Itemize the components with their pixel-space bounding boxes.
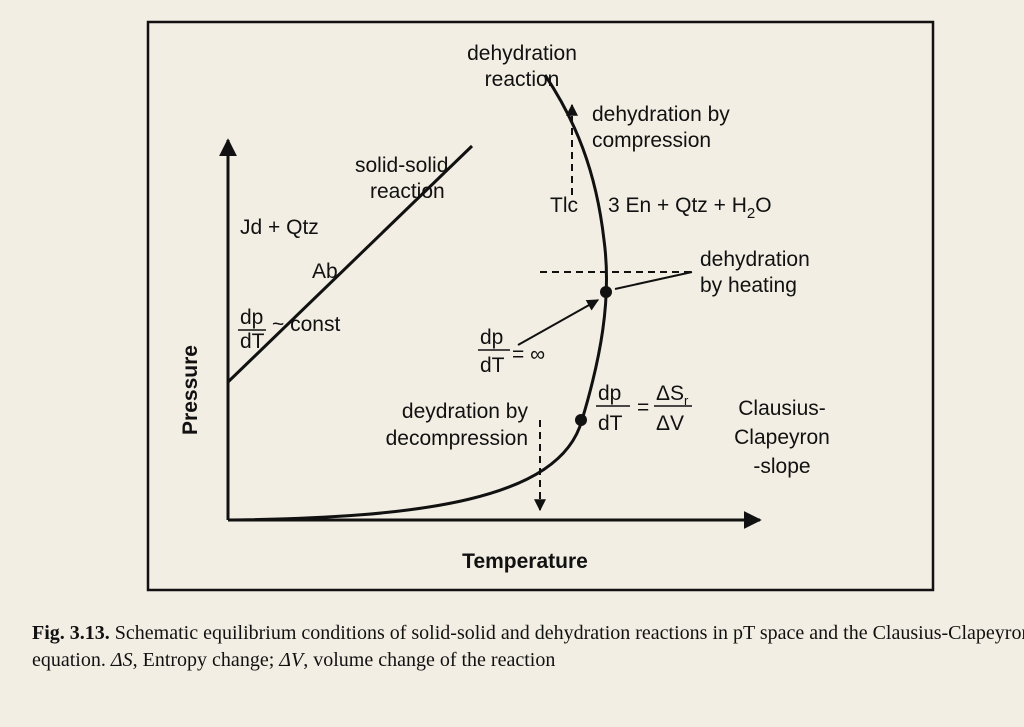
label: deydration by <box>402 400 529 423</box>
label: reaction <box>370 180 445 203</box>
label: 3 En + Qtz + H2O <box>608 194 772 222</box>
label: dehydration by <box>592 103 730 126</box>
label: 2 <box>747 205 755 222</box>
eq: dT <box>240 330 265 353</box>
point <box>575 414 587 426</box>
diagram: dehydration reaction dehydration by comp… <box>146 20 935 592</box>
eq: ΔSr <box>656 382 689 408</box>
label: decompression <box>386 427 528 450</box>
eq: r <box>684 393 689 408</box>
label: reaction <box>485 68 560 91</box>
eq: dp <box>598 382 621 405</box>
caption: Fig. 3.13. Schematic equilibrium conditi… <box>32 620 1024 674</box>
caption-text: , Entropy change; <box>132 649 280 671</box>
label: compression <box>592 129 711 152</box>
solid-solid-line <box>226 144 474 384</box>
caption-label: Fig. 3.13. <box>32 622 110 644</box>
label: dehydration <box>467 42 577 65</box>
infinity-arrow <box>517 299 600 346</box>
label: by heating <box>700 274 797 297</box>
label: -slope <box>753 455 810 478</box>
heating-pointer <box>614 271 693 290</box>
caption-text: , volume change of the reaction <box>303 649 556 671</box>
label: 3 En + Qtz + H <box>608 194 747 217</box>
eq: ~ const <box>272 313 340 336</box>
label: O <box>755 194 771 217</box>
eq: ΔS <box>656 382 684 405</box>
caption-text: Schematic equilibrium conditions of soli… <box>32 622 1024 671</box>
eq: ΔV <box>656 412 684 435</box>
caption-text: ΔS <box>110 649 133 671</box>
eq: = <box>637 396 649 419</box>
caption-text: ΔV <box>279 649 304 671</box>
label: Jd + Qtz <box>240 216 319 239</box>
eq: = ∞ <box>512 343 545 366</box>
dehydration-curve <box>227 74 609 522</box>
y-axis-label: Pressure <box>179 345 202 435</box>
label: solid-solid <box>355 154 448 177</box>
eq: dT <box>598 412 623 435</box>
label: dehydration <box>700 248 810 271</box>
point <box>600 286 612 298</box>
label: Tlc <box>550 194 578 217</box>
x-axis-label: Temperature <box>462 550 588 573</box>
eq: dp <box>480 326 503 349</box>
eq: dT <box>480 354 505 377</box>
label: Ab <box>312 260 338 283</box>
label: Clapeyron <box>734 426 830 449</box>
eq: dp <box>240 306 263 329</box>
frame <box>146 20 935 592</box>
label: Clausius- <box>738 397 826 420</box>
